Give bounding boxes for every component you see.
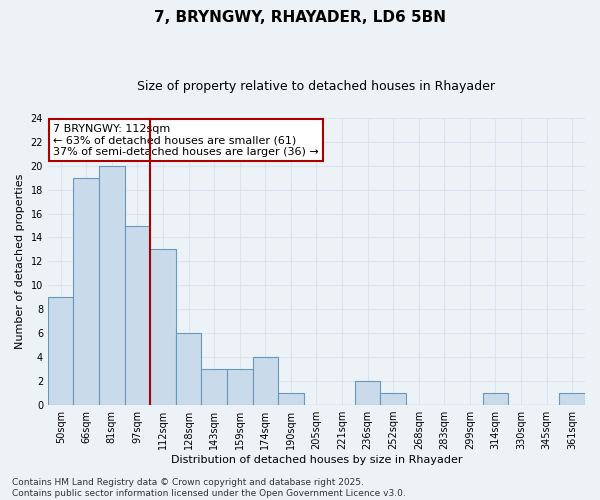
Bar <box>125 226 150 405</box>
Text: Contains HM Land Registry data © Crown copyright and database right 2025.
Contai: Contains HM Land Registry data © Crown c… <box>12 478 406 498</box>
Text: 7, BRYNGWY, RHAYADER, LD6 5BN: 7, BRYNGWY, RHAYADER, LD6 5BN <box>154 10 446 25</box>
Bar <box>202 369 227 405</box>
Y-axis label: Number of detached properties: Number of detached properties <box>15 174 25 349</box>
Bar <box>48 298 73 405</box>
Bar <box>380 393 406 405</box>
Bar <box>253 357 278 405</box>
X-axis label: Distribution of detached houses by size in Rhayader: Distribution of detached houses by size … <box>171 455 462 465</box>
Bar <box>150 250 176 405</box>
Bar <box>482 393 508 405</box>
Bar <box>559 393 585 405</box>
Text: 7 BRYNGWY: 112sqm
← 63% of detached houses are smaller (61)
37% of semi-detached: 7 BRYNGWY: 112sqm ← 63% of detached hous… <box>53 124 319 156</box>
Title: Size of property relative to detached houses in Rhayader: Size of property relative to detached ho… <box>137 80 496 93</box>
Bar <box>227 369 253 405</box>
Bar <box>99 166 125 405</box>
Bar <box>73 178 99 405</box>
Bar <box>278 393 304 405</box>
Bar <box>355 381 380 405</box>
Bar <box>176 334 202 405</box>
